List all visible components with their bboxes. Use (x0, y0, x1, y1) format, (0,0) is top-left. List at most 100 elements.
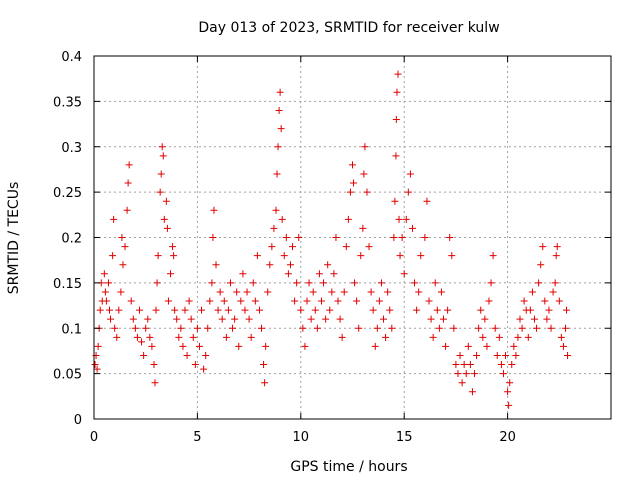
data-point (429, 333, 437, 341)
data-point (375, 297, 383, 305)
data-point (158, 143, 166, 151)
chart-title: Day 013 of 2023, SRMTID for receiver kul… (198, 20, 499, 36)
data-point (355, 324, 363, 332)
data-point (274, 143, 282, 151)
data-point (280, 252, 288, 260)
data-point (392, 116, 400, 124)
data-point (167, 270, 175, 278)
data-point (326, 306, 334, 314)
data-point (110, 215, 118, 223)
data-point (489, 252, 497, 260)
data-point (264, 288, 272, 296)
data-point (148, 342, 156, 350)
data-point (400, 270, 408, 278)
data-point (336, 315, 344, 323)
data-point (235, 342, 243, 350)
data-point (315, 270, 323, 278)
data-point (466, 361, 474, 369)
axis-ticks (93, 55, 611, 420)
data-point (249, 279, 257, 287)
data-point (392, 152, 400, 160)
data-point (175, 333, 183, 341)
data-point (371, 342, 379, 350)
y-tick-label: 0 (74, 413, 82, 428)
data-point (495, 333, 503, 341)
data-point (216, 288, 224, 296)
data-point (539, 243, 547, 251)
y-axis-label: SRMTID / TECUs (6, 182, 22, 295)
data-point (121, 243, 129, 251)
data-point (402, 215, 410, 223)
data-point (365, 243, 373, 251)
data-point (173, 315, 181, 323)
data-point (448, 252, 456, 260)
data-point (113, 333, 121, 341)
data-point (183, 351, 191, 359)
data-point (117, 288, 125, 296)
data-point (273, 170, 281, 178)
data-point (169, 243, 177, 251)
data-point (477, 306, 485, 314)
data-point (555, 297, 563, 305)
data-point (346, 188, 354, 196)
data-point (94, 342, 102, 350)
data-point (124, 179, 132, 187)
data-point (301, 342, 309, 350)
data-point (144, 315, 152, 323)
data-point (135, 306, 143, 314)
data-point (497, 361, 505, 369)
data-point (226, 279, 234, 287)
data-point (247, 333, 255, 341)
data-point (452, 361, 460, 369)
data-point (417, 252, 425, 260)
data-point (322, 315, 330, 323)
data-point (340, 288, 348, 296)
data-point (133, 333, 141, 341)
data-point (198, 306, 206, 314)
data-point (393, 88, 401, 96)
data-point (450, 324, 458, 332)
data-point (146, 333, 154, 341)
data-point (360, 170, 368, 178)
data-point (208, 279, 216, 287)
data-point (91, 361, 99, 369)
data-point (475, 324, 483, 332)
data-point (278, 215, 286, 223)
data-point (377, 279, 385, 287)
data-point (543, 315, 551, 323)
data-point (481, 315, 489, 323)
x-tick-label: 5 (193, 430, 201, 445)
data-point (324, 261, 332, 269)
data-point (446, 234, 454, 241)
data-point (499, 370, 507, 378)
data-point (363, 188, 371, 196)
data-point (307, 315, 315, 323)
data-point (332, 234, 340, 241)
data-point (502, 351, 510, 359)
data-point (231, 315, 239, 323)
data-point (233, 288, 241, 296)
data-point (154, 252, 162, 260)
data-point (241, 306, 249, 314)
data-point (209, 234, 217, 241)
data-point (334, 297, 342, 305)
data-point (390, 234, 398, 241)
data-point (153, 279, 161, 287)
data-point (107, 315, 115, 323)
data-point (320, 279, 328, 287)
data-point (289, 243, 297, 251)
data-point (516, 315, 524, 323)
data-point (468, 388, 476, 396)
data-point (156, 188, 164, 196)
data-point (361, 143, 369, 151)
data-point (442, 342, 450, 350)
data-point (151, 379, 159, 387)
data-point (275, 106, 283, 114)
data-point (311, 306, 319, 314)
data-point (258, 324, 266, 332)
data-point (268, 243, 276, 251)
data-point (160, 215, 168, 223)
data-point (102, 297, 110, 305)
